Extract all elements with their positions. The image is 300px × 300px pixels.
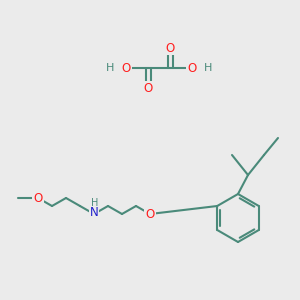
Text: H: H: [204, 63, 212, 73]
Text: O: O: [188, 61, 196, 74]
Text: H: H: [91, 198, 99, 208]
Text: O: O: [33, 191, 43, 205]
Text: O: O: [143, 82, 153, 94]
Text: O: O: [146, 208, 154, 220]
Text: O: O: [165, 41, 175, 55]
Text: O: O: [122, 61, 130, 74]
Text: N: N: [90, 206, 98, 218]
Text: H: H: [106, 63, 114, 73]
